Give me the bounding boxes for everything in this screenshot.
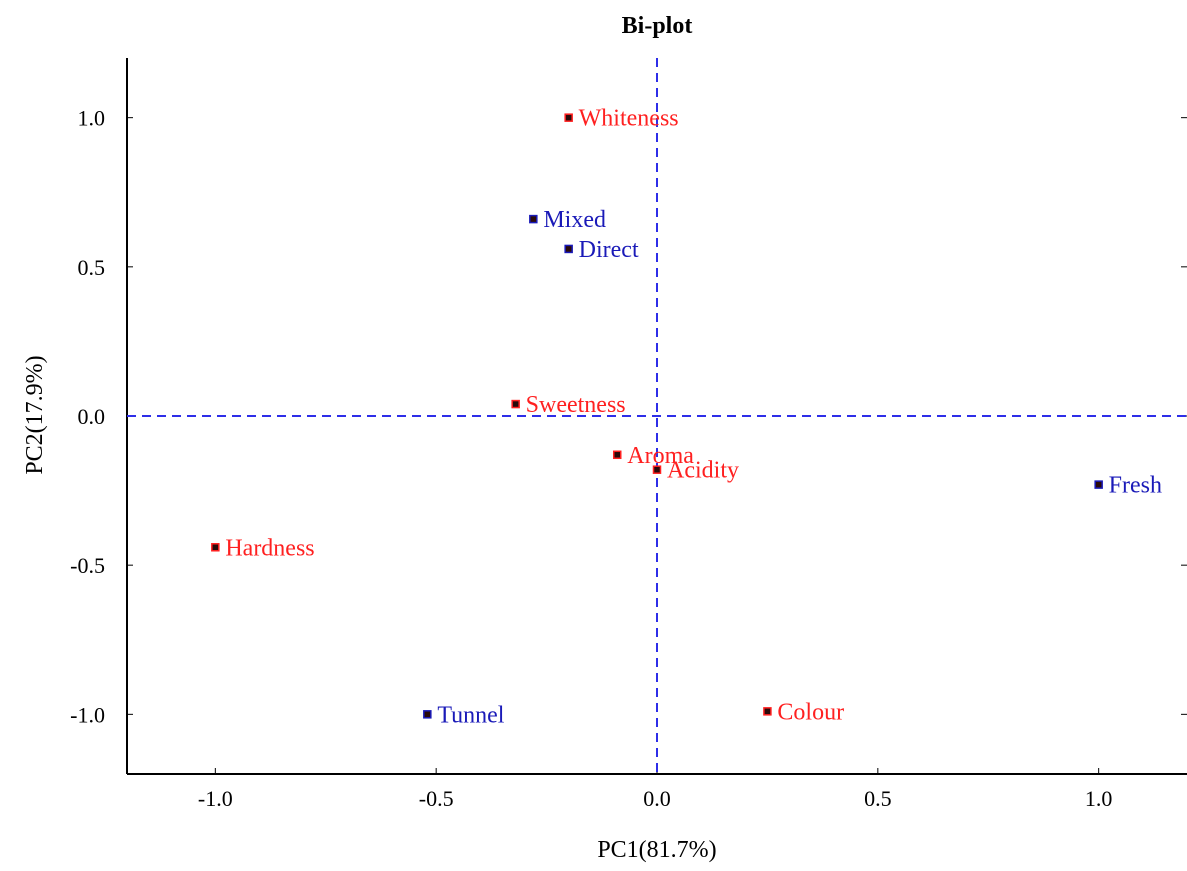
x-tick-label: -0.5 <box>419 786 454 811</box>
y-axis-label: PC2(17.9%) <box>22 355 48 474</box>
point-label-hardness: Hardness <box>225 535 314 561</box>
point-marker-aroma <box>613 450 622 460</box>
x-tick-label: 1.0 <box>1085 786 1113 811</box>
point-label-fresh: Fresh <box>1109 473 1162 499</box>
axis-ticks: -1.0 -0.5 0.0 0.5 1.0 -1.0 -0.5 0.0 0.5 1.0 <box>70 106 1187 811</box>
reference-lines <box>127 58 1187 774</box>
y-tick-label: 1.0 <box>78 106 106 131</box>
y-tick-label: 0.5 <box>78 255 106 280</box>
point-marker-sweetness <box>511 399 520 409</box>
y-tick-label: -0.5 <box>70 553 105 578</box>
point-label-colour: Colour <box>777 699 844 725</box>
x-tick-label: -1.0 <box>198 786 233 811</box>
x-tick-label: 0.5 <box>864 786 892 811</box>
point-marker-mixed <box>529 214 538 224</box>
chart-title: Bi-plot <box>622 13 693 39</box>
y-tick-label: 0.0 <box>78 404 106 429</box>
point-label-mixed: Mixed <box>543 207 606 233</box>
point-marker-hardness <box>211 543 220 552</box>
x-axis-label: PC1(81.7%) <box>597 837 716 863</box>
point-label-whiteness: Whiteness <box>579 106 679 132</box>
point-label-aroma: Aroma <box>627 443 694 469</box>
point-marker-direct <box>564 244 573 254</box>
point-marker-colour <box>763 707 772 716</box>
x-tick-label: 0.0 <box>643 786 671 811</box>
point-label-sweetness: Sweetness <box>526 392 626 418</box>
point-marker-whiteness <box>564 113 573 122</box>
point-marker-tunnel <box>423 710 432 719</box>
point-label-acidity: Acidity <box>667 458 739 484</box>
point-marker-fresh <box>1094 480 1103 489</box>
y-tick-label: -1.0 <box>70 702 105 727</box>
point-label-direct: Direct <box>579 237 639 263</box>
point-label-tunnel: Tunnel <box>437 702 504 728</box>
point-marker-acidity <box>652 465 662 474</box>
